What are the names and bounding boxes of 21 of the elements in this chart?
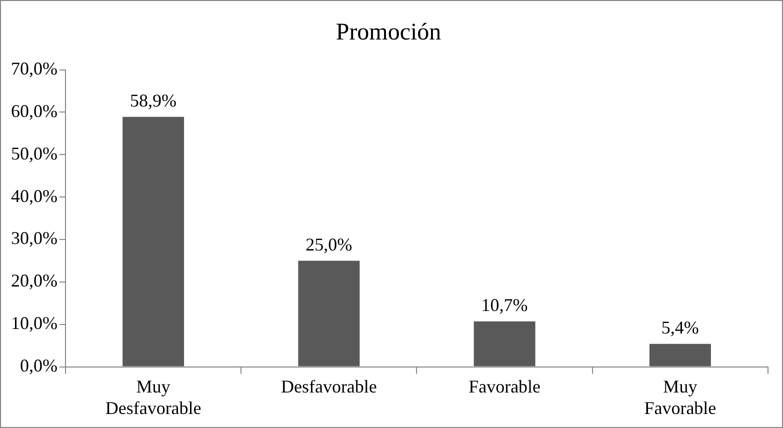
x-tick-label: Favorable <box>468 376 541 396</box>
data-label: 5,4% <box>661 318 699 338</box>
y-tick-label: 50,0% <box>10 143 58 164</box>
x-tick-label: Muy Favorable <box>644 376 716 418</box>
chart-title: Promoción <box>336 20 442 46</box>
data-label: 58,9% <box>130 90 177 111</box>
bar <box>298 260 360 366</box>
x-tick-label: Muy Desfavorable <box>105 376 202 418</box>
y-tick-label: 60,0% <box>10 100 58 121</box>
x-tick-label: Desfavorable <box>280 376 377 396</box>
bar <box>122 116 184 366</box>
y-tick-label: 40,0% <box>10 186 58 206</box>
data-label: 25,0% <box>306 234 352 254</box>
y-tick-label: 0,0% <box>20 356 58 376</box>
bar <box>649 344 711 366</box>
data-label: 10,7% <box>481 295 528 316</box>
y-tick-label: 10,0% <box>10 313 58 334</box>
y-tick-label: 30,0% <box>10 228 58 248</box>
bar <box>474 321 536 366</box>
y-tick-label: 70,0% <box>10 58 58 79</box>
y-tick-label: 20,0% <box>10 270 58 291</box>
